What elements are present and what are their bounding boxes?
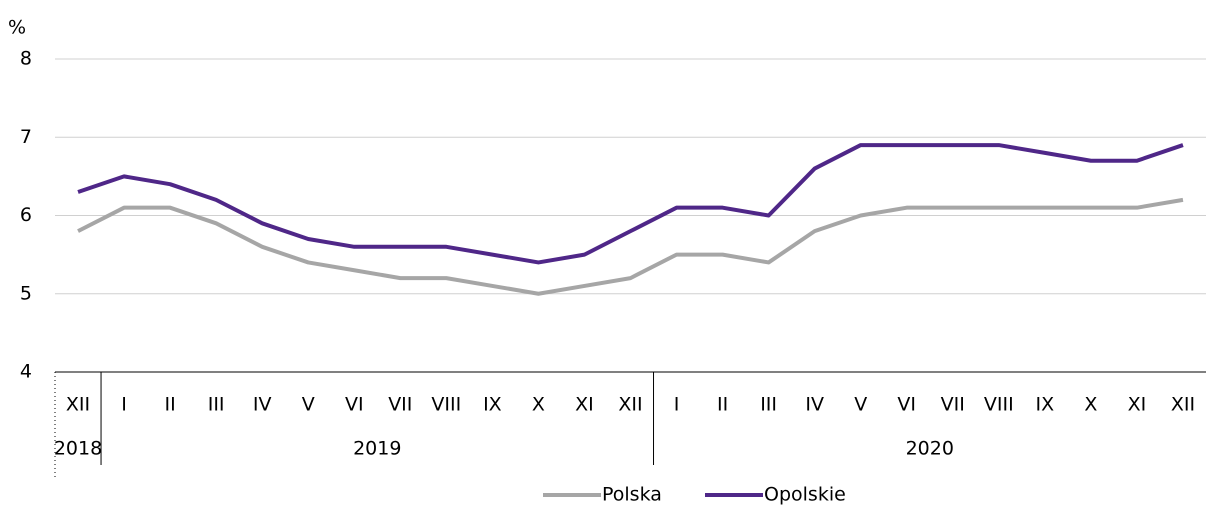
x-group-label: 2018 [54, 438, 102, 460]
x-tick-label: VI [897, 394, 916, 416]
x-tick-label: IV [805, 394, 824, 416]
y-tick-label: 8 [20, 48, 32, 70]
y-tick-label: 4 [20, 361, 32, 383]
x-tick-label: V [302, 394, 315, 416]
x-tick-label: III [760, 394, 777, 416]
x-tick-label: XI [1128, 394, 1147, 416]
x-tick-label: VIII [431, 394, 461, 416]
x-tick-label: VII [388, 394, 412, 416]
x-tick-label: IX [483, 394, 502, 416]
series-line [77, 143, 1184, 265]
x-tick-label: XI [575, 394, 594, 416]
y-unit: % [8, 17, 26, 39]
x-group-label: 2019 [353, 438, 401, 460]
x-tick-label: X [1084, 394, 1097, 416]
x-tick-label: IV [253, 394, 272, 416]
x-tick-label: XII [1171, 394, 1195, 416]
x-tick-label: III [208, 394, 225, 416]
x-tick-label: X [532, 394, 545, 416]
series-line [77, 197, 1184, 296]
x-tick-label: XII [66, 394, 90, 416]
x-tick-label: XII [618, 394, 642, 416]
legend-label: Polska [602, 484, 662, 506]
x-group-label: 2020 [906, 438, 954, 460]
x-tick-label: I [674, 394, 680, 416]
y-tick-label: 7 [20, 126, 32, 148]
y-tick-label: 5 [20, 282, 32, 304]
x-tick-label: IX [1036, 394, 1055, 416]
x-tick-label: I [121, 394, 127, 416]
legend-label: Opolskie [764, 484, 846, 506]
x-tick-label: II [717, 394, 728, 416]
x-tick-label: VIII [984, 394, 1014, 416]
x-tick-label: V [854, 394, 867, 416]
x-tick-label: VI [345, 394, 364, 416]
y-tick-label: 6 [20, 204, 32, 226]
x-tick-label: VII [941, 394, 965, 416]
x-tick-label: II [164, 394, 175, 416]
